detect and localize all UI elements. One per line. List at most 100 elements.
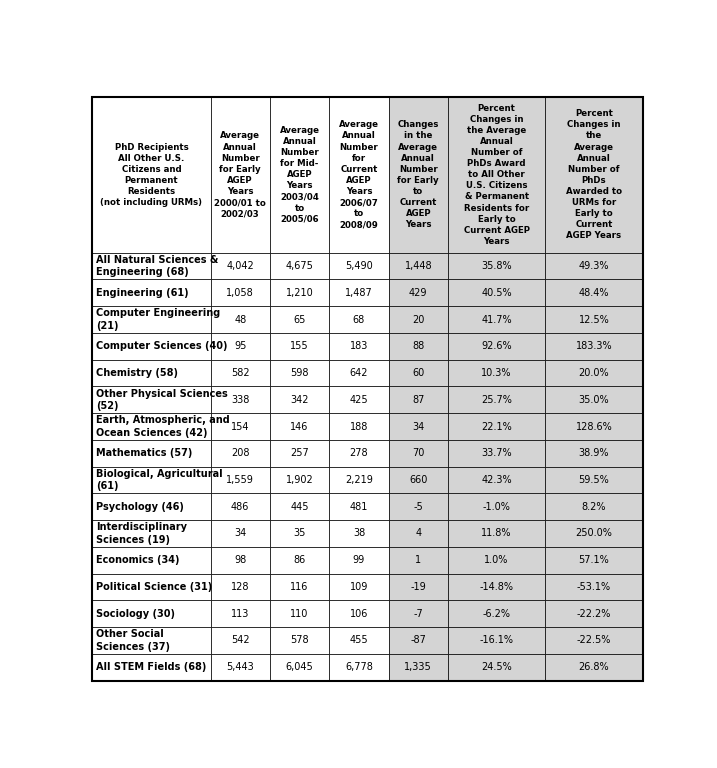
Bar bbox=[329, 654, 389, 680]
Text: 41.7%: 41.7% bbox=[481, 315, 512, 325]
Bar bbox=[545, 97, 642, 253]
Bar bbox=[270, 520, 329, 547]
Bar bbox=[270, 440, 329, 467]
Bar bbox=[545, 601, 642, 627]
Text: 342: 342 bbox=[290, 395, 309, 405]
Text: -22.5%: -22.5% bbox=[576, 635, 611, 645]
Text: Changes
in the
Average
Annual
Number
for Early
to
Current
AGEP
Years: Changes in the Average Annual Number for… bbox=[397, 121, 439, 229]
Bar bbox=[545, 467, 642, 493]
Text: -19: -19 bbox=[410, 582, 426, 592]
Text: 1,902: 1,902 bbox=[285, 475, 313, 485]
Text: Engineering (61): Engineering (61) bbox=[96, 288, 189, 298]
Bar bbox=[92, 574, 211, 601]
Bar bbox=[389, 601, 448, 627]
Bar bbox=[211, 359, 270, 386]
Text: 10.3%: 10.3% bbox=[481, 368, 512, 378]
Bar bbox=[545, 306, 642, 333]
Bar bbox=[389, 627, 448, 654]
Bar bbox=[329, 306, 389, 333]
Text: 116: 116 bbox=[290, 582, 309, 592]
Text: 110: 110 bbox=[290, 609, 309, 619]
Bar bbox=[389, 253, 448, 280]
Text: 1,335: 1,335 bbox=[404, 662, 432, 672]
Bar bbox=[211, 520, 270, 547]
Bar bbox=[389, 413, 448, 440]
Text: 70: 70 bbox=[412, 449, 424, 458]
Text: -16.1%: -16.1% bbox=[480, 635, 513, 645]
Text: 42.3%: 42.3% bbox=[481, 475, 512, 485]
Text: 445: 445 bbox=[290, 502, 309, 511]
Bar bbox=[92, 333, 211, 359]
Text: 1,448: 1,448 bbox=[404, 261, 432, 271]
Text: 188: 188 bbox=[350, 422, 368, 432]
Bar bbox=[389, 306, 448, 333]
Bar bbox=[270, 413, 329, 440]
Text: 278: 278 bbox=[350, 449, 369, 458]
Text: -6.2%: -6.2% bbox=[483, 609, 511, 619]
Text: 22.1%: 22.1% bbox=[481, 422, 512, 432]
Bar bbox=[389, 386, 448, 413]
Bar bbox=[448, 386, 545, 413]
Bar bbox=[211, 627, 270, 654]
Bar bbox=[389, 333, 448, 359]
Bar bbox=[92, 280, 211, 306]
Bar bbox=[448, 654, 545, 680]
Text: 128.6%: 128.6% bbox=[576, 422, 612, 432]
Bar bbox=[448, 574, 545, 601]
Text: All STEM Fields (68): All STEM Fields (68) bbox=[96, 662, 206, 672]
Text: 183.3%: 183.3% bbox=[576, 341, 612, 351]
Text: 57.1%: 57.1% bbox=[579, 555, 609, 565]
Text: 598: 598 bbox=[290, 368, 309, 378]
Text: Interdisciplinary
Sciences (19): Interdisciplinary Sciences (19) bbox=[96, 522, 186, 545]
Bar bbox=[329, 574, 389, 601]
Text: 1,210: 1,210 bbox=[285, 288, 313, 298]
Bar bbox=[270, 386, 329, 413]
Text: 455: 455 bbox=[350, 635, 369, 645]
Bar bbox=[389, 467, 448, 493]
Bar bbox=[389, 280, 448, 306]
Bar bbox=[448, 280, 545, 306]
Text: Other Social
Sciences (37): Other Social Sciences (37) bbox=[96, 629, 170, 652]
Bar bbox=[92, 467, 211, 493]
Bar bbox=[211, 440, 270, 467]
Bar bbox=[211, 253, 270, 280]
Bar bbox=[545, 386, 642, 413]
Bar bbox=[211, 654, 270, 680]
Text: 6,778: 6,778 bbox=[345, 662, 373, 672]
Bar bbox=[92, 601, 211, 627]
Text: Average
Annual
Number
for Mid-
AGEP
Years
2003/04
to
2005/06: Average Annual Number for Mid- AGEP Year… bbox=[280, 126, 320, 223]
Bar bbox=[211, 467, 270, 493]
Bar bbox=[270, 574, 329, 601]
Bar bbox=[270, 280, 329, 306]
Bar bbox=[270, 306, 329, 333]
Text: 578: 578 bbox=[290, 635, 309, 645]
Bar bbox=[545, 627, 642, 654]
Text: 4,042: 4,042 bbox=[227, 261, 254, 271]
Bar bbox=[92, 359, 211, 386]
Bar bbox=[389, 97, 448, 253]
Bar bbox=[545, 547, 642, 574]
Text: Percent
Changes in
the Average
Annual
Number of
PhDs Award
to All Other
U.S. Cit: Percent Changes in the Average Annual Nu… bbox=[464, 104, 530, 246]
Bar bbox=[545, 413, 642, 440]
Bar bbox=[270, 547, 329, 574]
Text: 25.7%: 25.7% bbox=[481, 395, 512, 405]
Bar bbox=[545, 574, 642, 601]
Bar bbox=[389, 654, 448, 680]
Bar bbox=[448, 520, 545, 547]
Text: Computer Engineering
(21): Computer Engineering (21) bbox=[96, 308, 220, 331]
Text: 48: 48 bbox=[234, 315, 247, 325]
Bar bbox=[211, 574, 270, 601]
Text: 92.6%: 92.6% bbox=[481, 341, 512, 351]
Text: 20.0%: 20.0% bbox=[579, 368, 609, 378]
Bar bbox=[329, 520, 389, 547]
Bar bbox=[545, 493, 642, 520]
Bar bbox=[329, 467, 389, 493]
Bar bbox=[92, 440, 211, 467]
Text: -7: -7 bbox=[414, 609, 423, 619]
Text: 98: 98 bbox=[234, 555, 247, 565]
Text: -1.0%: -1.0% bbox=[483, 502, 511, 511]
Text: Average
Annual
Number
for Early
AGEP
Years
2000/01 to
2002/03: Average Annual Number for Early AGEP Yea… bbox=[214, 131, 266, 218]
Text: 1.0%: 1.0% bbox=[485, 555, 509, 565]
Bar bbox=[92, 627, 211, 654]
Text: 113: 113 bbox=[231, 609, 250, 619]
